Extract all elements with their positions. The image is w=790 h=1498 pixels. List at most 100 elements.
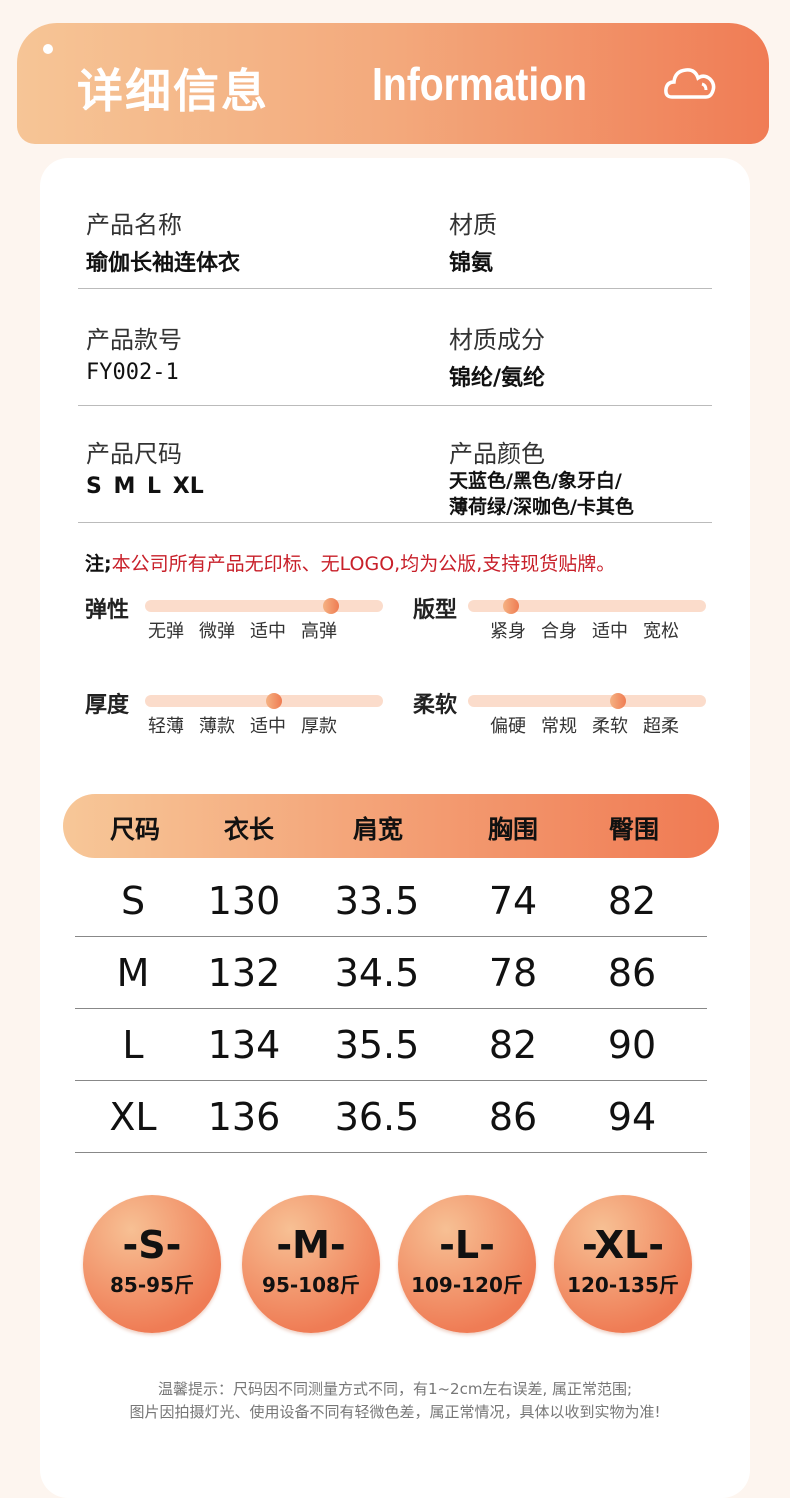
slider-ticks: 紧身 合身 适中 宽松: [490, 617, 679, 643]
slider-tick: 合身: [541, 621, 577, 642]
divider: [78, 288, 712, 289]
table-row: M 132 34.5 78 86: [75, 937, 707, 1009]
value-composition: 锦纶/氨纶: [449, 366, 546, 391]
slider-knob: [322, 598, 339, 614]
value-material: 锦氨: [449, 251, 494, 276]
tip-line1: 温馨提示：尺码因不同测量方式不同，有1~2cm左右误差, 属正常范围;: [157, 1380, 633, 1398]
col-size: 尺码: [109, 815, 161, 844]
weight-size: -S-: [122, 1223, 182, 1267]
cloud-icon: [664, 68, 716, 99]
table-cell: L: [122, 1023, 144, 1067]
slider-tick: 薄款: [199, 716, 235, 737]
size-table-header: 尺码 衣长 肩宽 胸围 臀围: [63, 794, 719, 858]
slider-track: [468, 693, 706, 709]
slider-tick: 轻薄: [148, 716, 184, 737]
slider-label: 弹性: [85, 598, 130, 623]
slider-ticks: 无弹 微弹 适中 高弹: [148, 617, 337, 643]
table-cell: 33.5: [334, 879, 420, 923]
tip-line2: 图片因拍摄灯光、使用设备不同有轻微色差，属正常情况，具体以收到实物为准!: [129, 1403, 661, 1421]
table-cell: 36.5: [334, 1095, 420, 1139]
weight-range: 109-120斤: [411, 1273, 523, 1297]
col-chest: 胸围: [487, 815, 539, 844]
slider-tick: 无弹: [148, 621, 184, 642]
slider-label: 柔软: [413, 693, 458, 718]
slider-tick: 常规: [541, 716, 577, 737]
table-row: S 130 33.5 74 82: [75, 865, 707, 937]
table-cell: S: [120, 879, 146, 923]
table-cell: 86: [488, 1095, 538, 1139]
label-composition: 材质成分: [449, 326, 545, 354]
weight-size: -M-: [276, 1223, 346, 1267]
table-cell: 82: [488, 1023, 538, 1067]
table-cell: 74: [488, 879, 538, 923]
slider-tick: 偏硬: [490, 716, 526, 737]
weight-badge: -S- 85-95斤: [83, 1195, 221, 1333]
col-hip: 臀围: [608, 815, 660, 844]
weight-range: 95-108斤: [262, 1273, 360, 1297]
weight-size: -XL-: [582, 1223, 664, 1267]
slider-tick: 高弹: [301, 621, 337, 642]
slider-tick: 适中: [250, 716, 286, 737]
slider-tick: 适中: [592, 621, 628, 642]
slider-tick: 宽松: [643, 621, 679, 642]
slider-tick: 适中: [250, 621, 286, 642]
table-cell: 78: [488, 951, 538, 995]
table-cell: XL: [109, 1095, 157, 1139]
weight-badge: -L- 109-120斤: [398, 1195, 536, 1333]
weight-range: 85-95斤: [110, 1273, 194, 1297]
table-cell: M: [116, 951, 150, 995]
value-product-code: FY002-1: [86, 360, 179, 385]
slider-track: [468, 598, 706, 614]
label-material: 材质: [449, 211, 497, 239]
weight-badge: -XL- 120-135斤: [554, 1195, 692, 1333]
slider-ticks: 偏硬 常规 柔软 超柔: [490, 712, 679, 738]
table-cell: 34.5: [334, 951, 420, 995]
slider-track: [145, 598, 383, 614]
table-cell: 132: [207, 951, 281, 995]
table-cell: 82: [607, 879, 657, 923]
divider: [78, 405, 712, 406]
header-banner: 详细信息 Information: [17, 23, 769, 144]
notice-prefix: 注;: [85, 553, 112, 575]
slider-tick: 厚款: [301, 716, 337, 737]
label-product-size: 产品尺码: [86, 440, 182, 468]
slider-tick: 微弹: [199, 621, 235, 642]
table-cell: 35.5: [334, 1023, 420, 1067]
slider-label: 厚度: [85, 693, 130, 718]
slider-knob: [502, 598, 519, 614]
value-color-line1: 天蓝色/黑色/象牙白/: [449, 470, 622, 492]
title-en: Information: [372, 58, 588, 110]
col-length: 衣长: [223, 815, 275, 844]
label-product-color: 产品颜色: [449, 440, 545, 468]
weight-size: -L-: [439, 1223, 495, 1267]
col-shoulder: 肩宽: [352, 815, 404, 844]
table-row: L 134 35.5 82 90: [75, 1009, 707, 1081]
table-cell: 134: [207, 1023, 281, 1067]
slider-label: 版型: [413, 598, 458, 623]
slider-track: [145, 693, 383, 709]
slider-tick: 紧身: [490, 621, 526, 642]
table-row: XL 136 36.5 86 94: [75, 1081, 707, 1153]
value-product-size: S M L XL: [86, 474, 204, 499]
slider-ticks: 轻薄 薄款 适中 厚款: [148, 712, 337, 738]
value-color-line2: 薄荷绿/深咖色/卡其色: [449, 496, 634, 518]
divider: [78, 522, 712, 523]
table-cell: 130: [207, 879, 281, 923]
table-cell: 90: [607, 1023, 657, 1067]
title-cn: 详细信息: [77, 64, 269, 118]
value-product-name: 瑜伽长袖连体衣: [86, 251, 241, 276]
label-product-code: 产品款号: [86, 326, 182, 354]
weight-range: 120-135斤: [567, 1273, 679, 1297]
notice: 注;本公司所有产品无印标、无LOGO,均为公版,支持现货贴牌。: [85, 549, 615, 576]
decor-dot: [43, 44, 53, 54]
notice-text: 本公司所有产品无印标、无LOGO,均为公版,支持现货贴牌。: [111, 553, 616, 575]
slider-tick: 柔软: [592, 716, 628, 737]
slider-tick: 超柔: [643, 716, 679, 737]
slider-knob: [609, 693, 626, 709]
table-cell: 94: [607, 1095, 657, 1139]
table-cell: 86: [607, 951, 657, 995]
label-product-name: 产品名称: [86, 211, 182, 239]
table-cell: 136: [207, 1095, 281, 1139]
slider-knob: [265, 693, 282, 709]
weight-badge: -M- 95-108斤: [242, 1195, 380, 1333]
